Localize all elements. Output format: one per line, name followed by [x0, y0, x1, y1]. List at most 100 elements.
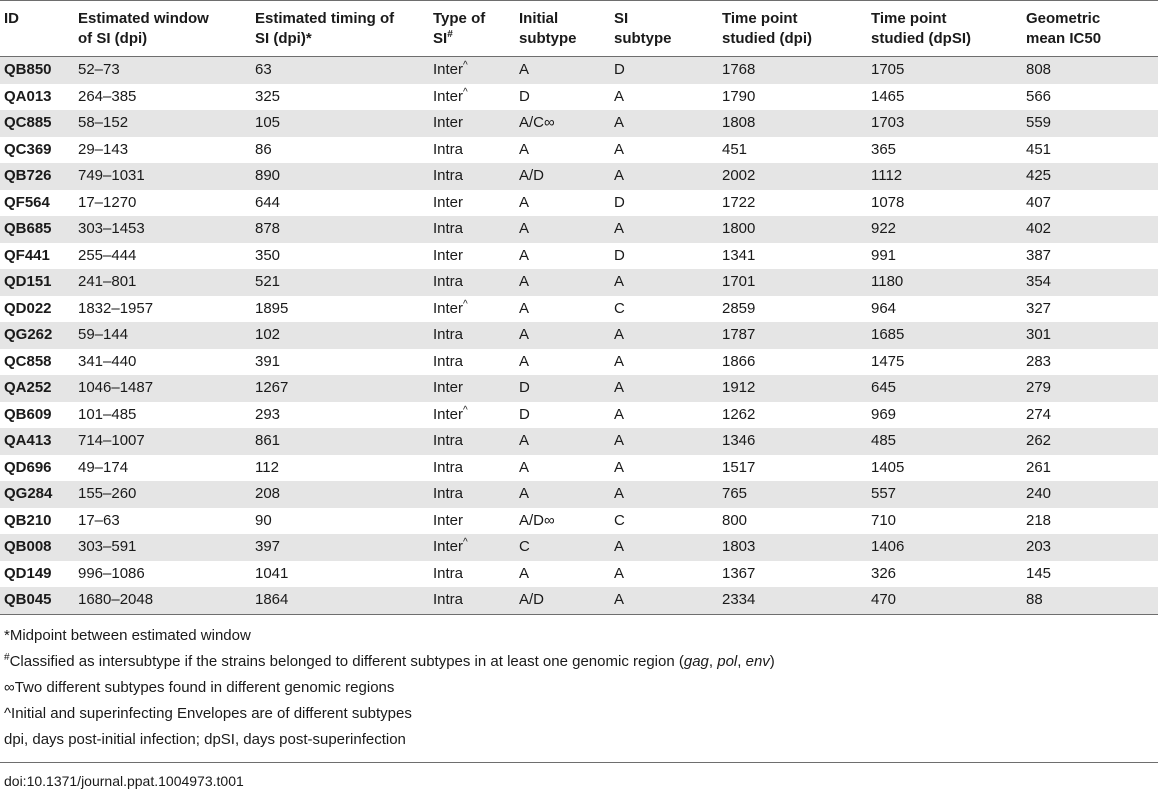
doi-link[interactable]: doi:10.1371/journal.ppat.1004973.t001 [0, 761, 1158, 790]
cell-type: Inter^ [433, 298, 468, 317]
cell-initial-subtype: A [519, 564, 530, 582]
cell-timepoint-dpsi: 557 [867, 481, 1022, 508]
cell-id: QD151 [0, 269, 74, 296]
infinity-symbol: ∞ [4, 678, 15, 696]
table-row: QD149 996–1086 1041 Intra A A 1367 326 145 [0, 561, 1158, 588]
cell-id: QA413 [0, 428, 74, 455]
cell-timepoint-dpi: 1517 [722, 458, 756, 476]
cell-si-subtype: D [610, 56, 718, 84]
cell-window: 264–385 [78, 87, 137, 105]
footnote-infinity: ∞Two different subtypes found in differe… [4, 678, 395, 696]
cell-type: Intra [429, 481, 515, 508]
cell-timing: 208 [251, 481, 429, 508]
cell-window: 1680–2048 [74, 587, 251, 615]
cell-timepoint-dpi: 1701 [718, 269, 867, 296]
cell-timepoint-dpi: 2859 [722, 299, 756, 317]
cell-type: Inter [433, 246, 464, 264]
cell-type: Intra [433, 352, 464, 370]
cell-ic50: 218 [1026, 511, 1052, 529]
cell-type: Inter^ [429, 534, 515, 561]
header-initial-subtype: Initial subtype [515, 0, 610, 57]
cell-timepoint-dpi: 1866 [722, 352, 756, 370]
cell-type: Intra [429, 216, 515, 243]
cell-timepoint-dpsi: 1465 [871, 87, 905, 105]
cell-id: QB726 [0, 163, 74, 190]
table-row: QF564 17–1270 644 Inter A D 1722 1078 407 [0, 190, 1158, 217]
cell-timepoint-dpsi: 1685 [867, 322, 1022, 349]
cell-initial-subtype: A [519, 246, 530, 264]
header-si-subtype: SI subtype [610, 0, 718, 57]
cell-window: 341–440 [78, 352, 137, 370]
hash-footnote-mark: # [447, 29, 453, 40]
cell-initial-subtype: A [519, 352, 530, 370]
footnote-hash: #Classified as intersubtype if the strai… [4, 651, 775, 670]
cell-id: QB008 [0, 534, 74, 561]
table-row: QG284 155–260 208 Intra A A 765 557 240 [0, 481, 1158, 508]
cell-type: Intra [429, 428, 515, 455]
cell-si-subtype: A [614, 140, 625, 158]
cell-window: 29–143 [78, 140, 129, 158]
superinfection-table: ID Estimated window of SI (dpi) Estimated… [0, 0, 1158, 615]
cell-timepoint-dpi: 1341 [722, 246, 756, 264]
cell-initial-subtype: D [515, 375, 610, 402]
cell-timing: 105 [251, 110, 429, 137]
cell-timing: 878 [251, 216, 429, 243]
cell-timepoint-dpi: 1346 [718, 428, 867, 455]
cell-ic50: 301 [1022, 322, 1158, 349]
cell-type: Inter^ [433, 86, 468, 105]
cell-timepoint-dpi: 1912 [718, 375, 867, 402]
cell-type: Inter [433, 511, 464, 529]
cell-timing: 861 [251, 428, 429, 455]
cell-id: QB210 [4, 511, 52, 529]
table-row: QB850 52–73 63 Inter^ A D 1768 1705 808 [0, 56, 1158, 84]
cell-timing: 644 [255, 193, 281, 211]
cell-timepoint-dpi: 1367 [722, 564, 756, 582]
cell-timepoint-dpsi: 1475 [871, 352, 905, 370]
cell-timepoint-dpsi: 969 [871, 405, 897, 423]
cell-timing: 890 [251, 163, 429, 190]
cell-window: 1046–1487 [74, 375, 251, 402]
cell-si-subtype: A [614, 458, 625, 476]
cell-initial-subtype: A/D [515, 163, 610, 190]
cell-si-subtype: A [610, 481, 718, 508]
cell-si-subtype: A [610, 110, 718, 137]
cell-window: 17–1270 [78, 193, 137, 211]
table-row: QD696 49–174 112 Intra A A 1517 1405 261 [0, 455, 1158, 482]
header-timepoint-dpi: Time point studied (dpi) [718, 0, 867, 57]
cell-window: 749–1031 [74, 163, 251, 190]
cell-ic50: 145 [1026, 564, 1052, 582]
cell-type: Inter^ [433, 404, 468, 423]
table-body: QB850 52–73 63 Inter^ A D 1768 1705 808 QA013 264–… [0, 56, 1158, 615]
cell-ic50: 354 [1022, 269, 1158, 296]
cell-ic50: 88 [1022, 587, 1158, 615]
cell-si-subtype: C [614, 299, 625, 317]
cell-id: QD696 [4, 458, 52, 476]
cell-timepoint-dpi: 2334 [718, 587, 867, 615]
cell-ic50: 566 [1026, 87, 1052, 105]
cell-ic50: 279 [1022, 375, 1158, 402]
cell-initial-subtype: A [519, 140, 530, 158]
cell-window: 996–1086 [78, 564, 145, 582]
cell-id: QB850 [0, 56, 74, 84]
cell-ic50: 808 [1022, 56, 1158, 84]
cell-si-subtype: A [610, 375, 718, 402]
cell-ic50: 407 [1026, 193, 1052, 211]
cell-timing: 1895 [255, 299, 289, 317]
cell-initial-subtype: A/D [515, 587, 610, 615]
cell-ic50: 402 [1022, 216, 1158, 243]
cell-type: Inter^ [429, 56, 515, 84]
cell-timing: 350 [255, 246, 281, 264]
cell-type: Intra [429, 269, 515, 296]
cell-ic50: 283 [1026, 352, 1052, 370]
cell-window: 101–485 [78, 405, 137, 423]
table-row: QB045 1680–2048 1864 Intra A/D A 2334 470 88 [0, 587, 1158, 615]
cell-id: QD022 [4, 299, 52, 317]
cell-window: 1832–1957 [78, 299, 154, 317]
table-header: ID Estimated window of SI (dpi) Estimated… [0, 0, 1158, 57]
cell-id: QG262 [0, 322, 74, 349]
cell-id: QF441 [4, 246, 50, 264]
cell-timepoint-dpsi: 1406 [867, 534, 1022, 561]
cell-si-subtype: A [614, 564, 625, 582]
cell-si-subtype: A [614, 352, 625, 370]
